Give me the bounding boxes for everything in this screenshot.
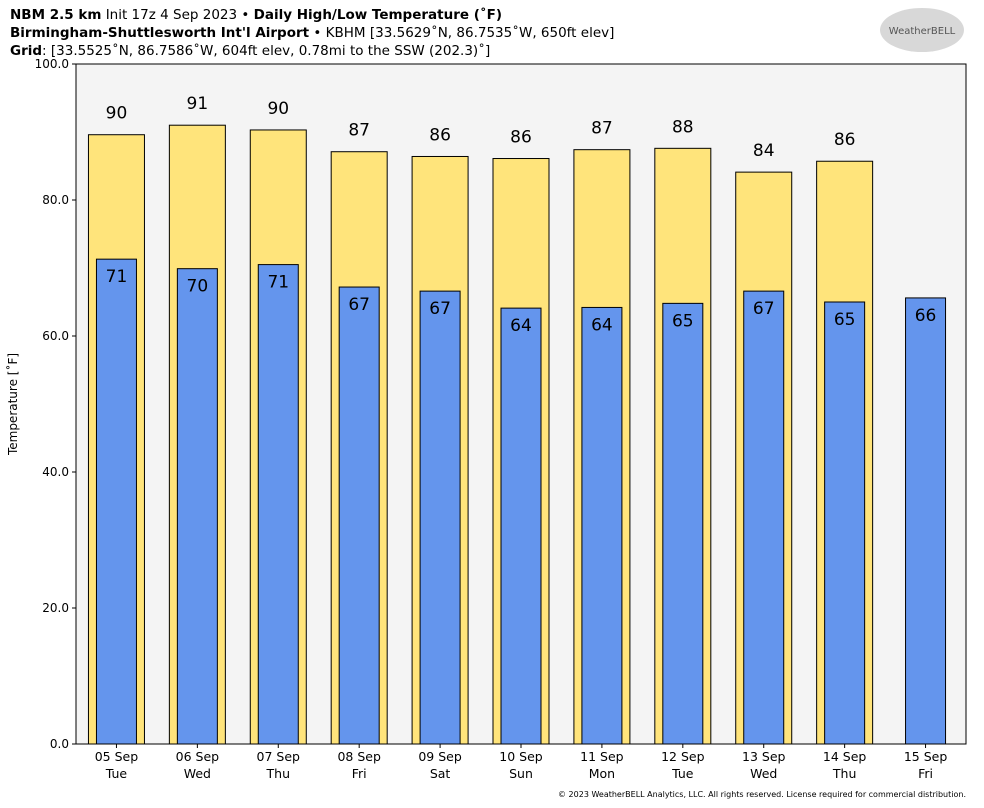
low-label: 67	[348, 295, 370, 315]
x-tick-day: Sat	[430, 766, 451, 781]
high-label: 84	[753, 141, 775, 161]
x-tick-label: 10 Sep	[499, 749, 543, 764]
low-label: 71	[267, 273, 289, 293]
low-label: 67	[429, 299, 451, 319]
low-label: 64	[510, 316, 532, 336]
subtitle-part: • KBHM [33.5629˚N, 86.7535˚W, 650ft elev…	[313, 24, 614, 41]
high-label: 87	[348, 121, 370, 141]
low-bar	[176, 268, 218, 745]
low-label: 71	[106, 267, 128, 287]
grid-part: : [33.5525˚N, 86.7586˚W, 604ft elev, 0.7…	[42, 42, 490, 59]
x-tick-day: Wed	[750, 766, 777, 781]
low-label: 65	[834, 310, 856, 330]
high-label: 91	[187, 94, 209, 114]
title-part: NBM 2.5 km	[10, 7, 101, 23]
y-tick-label: 60.0	[42, 329, 69, 343]
y-tick-label: 0.0	[50, 737, 69, 751]
y-tick-label: 40.0	[42, 465, 69, 479]
low-label: 65	[672, 311, 694, 331]
x-tick-day: Thu	[832, 766, 856, 781]
logo-mark	[880, 8, 964, 52]
x-tick-day: Tue	[671, 766, 694, 781]
x-tick-day: Fri	[918, 766, 933, 781]
x-tick-label: 09 Sep	[418, 749, 462, 764]
high-label: 90	[106, 104, 128, 124]
title: NBM 2.5 km Init 17z 4 Sep 2023 • Daily H…	[10, 6, 502, 23]
x-tick-label: 07 Sep	[257, 749, 301, 764]
footer: © 2023 WeatherBELL Analytics, LLC. All r…	[558, 790, 966, 799]
y-tick-label: 100.0	[35, 57, 69, 71]
x-tick-day: Thu	[266, 766, 290, 781]
low-label: 64	[591, 315, 613, 335]
x-tick-label: 13 Sep	[742, 749, 786, 764]
low-bar	[500, 307, 542, 745]
x-tick-day: Tue	[105, 766, 128, 781]
x-tick-label: 08 Sep	[337, 749, 381, 764]
low-bar	[743, 290, 785, 745]
x-tick-day: Wed	[184, 766, 211, 781]
low-label: 67	[753, 299, 775, 319]
high-label: 87	[591, 119, 613, 139]
grid-part: Grid	[10, 43, 42, 59]
high-label: 88	[672, 117, 694, 137]
x-tick-label: 11 Sep	[580, 749, 624, 764]
low-label: 70	[187, 277, 209, 297]
high-label: 90	[267, 99, 289, 119]
high-label: 86	[429, 125, 451, 145]
low-bar	[419, 290, 461, 745]
low-label: 66	[915, 306, 937, 326]
low-bar	[95, 258, 137, 745]
x-tick-day: Mon	[589, 766, 615, 781]
x-tick-label: 06 Sep	[176, 749, 220, 764]
y-tick-label: 20.0	[42, 601, 69, 615]
x-tick-day: Sun	[509, 766, 533, 781]
high-label: 86	[510, 128, 532, 148]
subtitle-part: Birmingham-Shuttlesworth Int'l Airport	[10, 25, 310, 41]
title-part: •	[241, 7, 249, 23]
low-bar	[905, 297, 947, 745]
y-axis-label: Temperature [˚F]	[5, 353, 20, 456]
low-bar	[581, 306, 623, 745]
x-tick-label: 14 Sep	[823, 749, 867, 764]
x-tick-day: Fri	[352, 766, 367, 781]
x-tick-label: 05 Sep	[95, 749, 139, 764]
grid-info: Grid: [33.5525˚N, 86.7586˚W, 604ft elev,…	[10, 42, 490, 59]
subtitle: Birmingham-Shuttlesworth Int'l Airport •…	[10, 24, 614, 41]
title-part: Init 17z 4 Sep 2023	[106, 7, 237, 23]
low-bar	[338, 286, 380, 745]
x-tick-label: 15 Sep	[904, 749, 948, 764]
logo: WeatherBELL	[889, 26, 956, 37]
y-tick-label: 80.0	[42, 193, 69, 207]
title-part: Daily High/Low Temperature (˚F)	[254, 6, 502, 23]
low-bar	[257, 264, 299, 745]
low-bar	[662, 302, 704, 745]
high-label: 86	[834, 130, 856, 150]
low-bar	[824, 301, 866, 745]
x-tick-label: 12 Sep	[661, 749, 705, 764]
